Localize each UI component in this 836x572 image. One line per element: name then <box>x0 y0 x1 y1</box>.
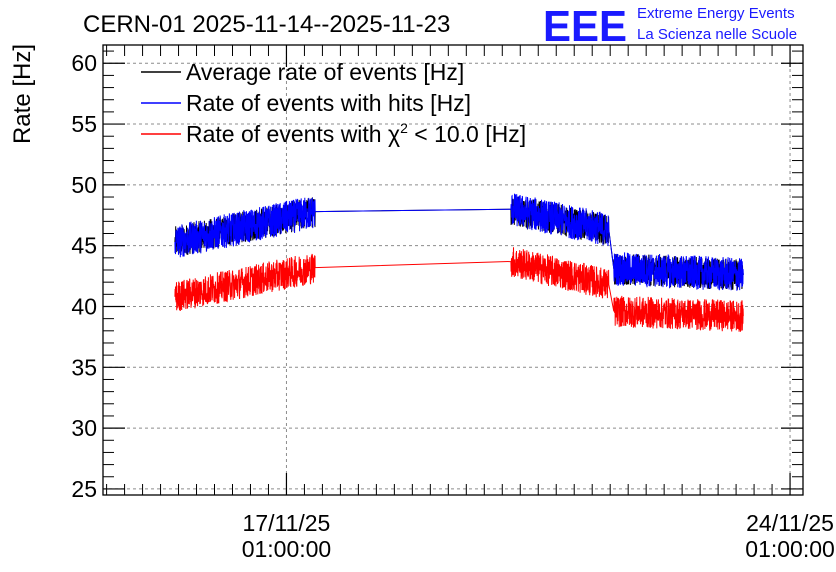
legend-chi2-suffix: < 10.0 [Hz] <box>408 121 526 147</box>
x-tick-time-label: 01:00:00 <box>745 536 835 562</box>
org-name-line1: Extreme Energy Events <box>637 5 795 22</box>
x-tick-date-label: 24/11/25 <box>746 510 834 536</box>
y-tick-label: 40 <box>71 293 97 319</box>
grid-lines <box>103 45 803 495</box>
legend-label-hits: Rate of events with hits [Hz] <box>186 90 471 116</box>
y-tick-label: 50 <box>71 172 97 198</box>
y-tick-label: 60 <box>71 50 97 76</box>
axis-tick-labels: 253035404550556017/11/2501:00:0024/11/25… <box>71 50 834 562</box>
axis-ticks <box>103 45 803 495</box>
y-axis-label: Rate [Hz] <box>9 44 36 144</box>
x-tick-time-label: 01:00:00 <box>242 536 332 562</box>
y-tick-label: 25 <box>71 476 97 502</box>
x-tick-date-label: 17/11/25 <box>243 510 331 536</box>
series-line-2 <box>174 247 744 332</box>
y-tick-label: 55 <box>71 111 97 137</box>
chart-title: CERN-01 2025-11-14--2025-11-23 <box>83 11 450 38</box>
y-tick-label: 45 <box>71 233 97 259</box>
org-name-line2: La Scienza nelle Scuole <box>637 26 797 43</box>
y-tick-label: 35 <box>71 354 97 380</box>
eee-logo: EEE <box>543 2 627 51</box>
legend-label-average: Average rate of events [Hz] <box>186 59 464 85</box>
y-tick-label: 30 <box>71 415 97 441</box>
legend-chi2-symbol: χ <box>388 121 400 147</box>
series-layer <box>174 193 744 332</box>
legend: Average rate of events [Hz] Rate of even… <box>141 59 526 147</box>
series-line-1 <box>174 193 744 291</box>
legend-chi2-prefix: Rate of events with <box>186 121 388 147</box>
legend-label-chi2: Rate of events with χ2 < 10.0 [Hz] <box>186 120 526 147</box>
legend-chi2-exponent: 2 <box>400 120 408 136</box>
